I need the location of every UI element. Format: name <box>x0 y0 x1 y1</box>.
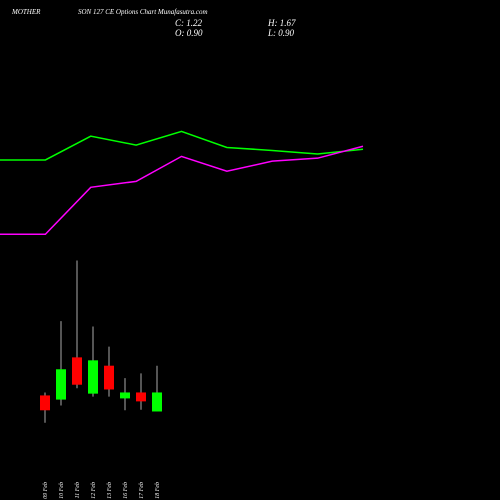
candle-body <box>104 365 114 390</box>
candle-body <box>120 392 130 399</box>
x-tick-label: 16 Feb <box>123 482 129 499</box>
candle-body <box>152 392 162 412</box>
x-tick-label: 10 Feb <box>59 482 65 499</box>
line-series <box>0 145 364 236</box>
ohlc-info: L: 0.90 <box>267 28 295 38</box>
line-series <box>0 130 364 161</box>
chart-title: SON 127 CE Options Chart Munafasutra.com <box>78 8 208 16</box>
ohlc-info: H: 1.67 <box>267 18 296 28</box>
candle-body <box>136 392 146 402</box>
x-tick-label: 12 Feb <box>91 482 97 499</box>
candle-body <box>72 357 82 385</box>
ohlc-info: C: 1.22 <box>175 18 203 28</box>
x-tick-label: 09 Feb <box>43 482 49 499</box>
candle-body <box>40 395 50 411</box>
ohlc-info: O: 0.90 <box>175 28 203 38</box>
candle-body <box>88 360 98 394</box>
x-tick-label: 17 Feb <box>139 482 145 499</box>
x-tick-label: 13 Feb <box>107 482 113 499</box>
candle-body <box>56 369 66 400</box>
x-tick-label: 11 Feb <box>75 482 81 498</box>
chart-title: MOTHER <box>11 8 41 16</box>
x-tick-label: 18 Feb <box>155 482 161 499</box>
